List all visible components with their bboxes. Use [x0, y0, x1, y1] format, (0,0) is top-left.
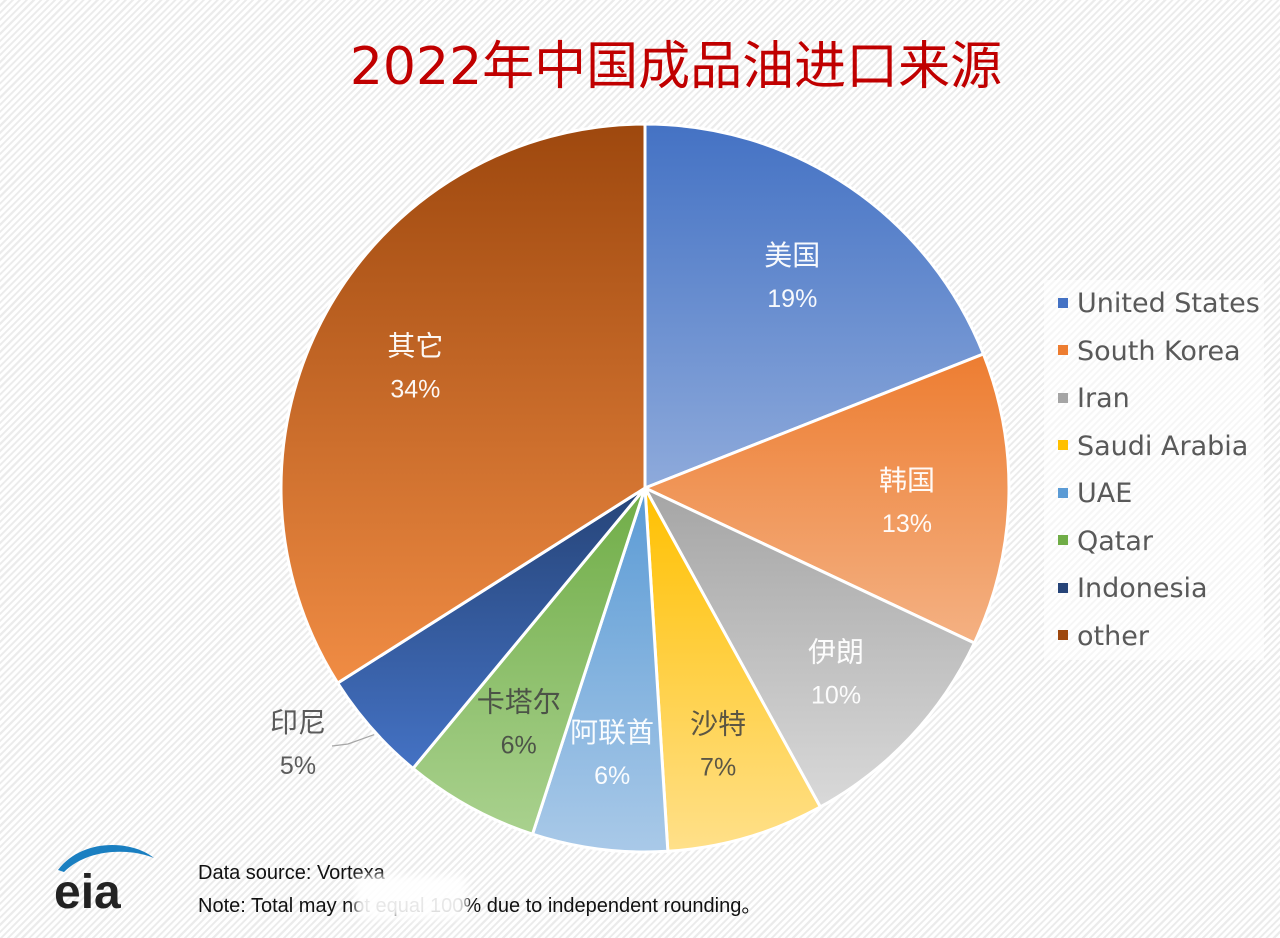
legend-swatch-indonesia	[1058, 582, 1068, 593]
data-source-note: Data source: Vortexa	[198, 862, 385, 884]
legend-item-saudi-arabia: Saudi Arabia	[1058, 427, 1248, 467]
slice-value-indonesia: 5%	[280, 752, 316, 780]
pie-slice-other	[279, 122, 647, 686]
watermark-smudge	[356, 876, 466, 918]
legend-swatch-united-states	[1058, 297, 1068, 308]
pie-slice-south-korea	[641, 352, 1011, 645]
legend-label-saudi-arabia: Saudi Arabia	[1077, 430, 1249, 462]
legend-swatch-south-korea	[1058, 345, 1068, 355]
slice-value-united-states: 19%	[767, 285, 817, 313]
legend-item-united-states: United States	[1058, 284, 1260, 324]
slice-value-other: 34%	[390, 376, 440, 404]
slice-label-qatar: 卡塔尔	[477, 686, 561, 719]
legend-label-united-states: United States	[1077, 288, 1260, 319]
slice-value-uae: 6%	[594, 762, 630, 790]
legend-label-south-korea: South Korea	[1077, 335, 1241, 367]
legend-label-indonesia: Indonesia	[1077, 573, 1208, 604]
pie-slice-iran	[641, 484, 977, 810]
slice-label-uae: 阿联酋	[570, 716, 654, 749]
legend-item-other: other	[1058, 617, 1149, 657]
slice-value-south-korea: 13%	[882, 510, 932, 538]
legend-swatch-saudi-arabia	[1058, 440, 1068, 450]
legend-item-uae: UAE	[1058, 474, 1132, 514]
rounding-note: Note: Total may not equal 100% due to in…	[198, 895, 762, 917]
slice-value-saudi-arabia: 7%	[700, 754, 736, 782]
legend-swatch-other	[1058, 630, 1068, 640]
legend-label-qatar: Qatar	[1077, 525, 1154, 557]
pie-slice-saudi-arabia	[643, 487, 823, 853]
eia-logo-text: eia	[54, 866, 121, 914]
eia-logo-swoosh	[58, 845, 154, 872]
legend-label-other: other	[1077, 620, 1149, 652]
chart-legend: United States South Korea Iran Saudi Arabia…	[1044, 280, 1264, 660]
pie-slice-uae	[530, 487, 670, 854]
legend-swatch-uae	[1058, 487, 1068, 498]
legend-swatch-qatar	[1058, 535, 1068, 545]
slice-label-saudi-arabia: 沙特	[690, 708, 746, 741]
legend-item-indonesia: Indonesia	[1058, 569, 1208, 609]
legend-label-iran: Iran	[1077, 383, 1130, 414]
leader-line-indonesia	[331, 734, 375, 747]
legend-item-qatar: Qatar	[1058, 522, 1153, 562]
chart-title: 2022年中国成品油进口来源	[349, 37, 1003, 97]
slice-label-iran: 伊朗	[808, 635, 864, 668]
slice-value-qatar: 6%	[501, 732, 537, 760]
slice-value-iran: 10%	[811, 681, 861, 709]
slice-label-south-korea: 韩国	[879, 464, 935, 497]
slice-label-other: 其它	[387, 330, 443, 363]
eia-logo: eia	[54, 845, 154, 914]
pie-slice-united-states	[643, 122, 986, 491]
slice-label-indonesia: 印尼	[270, 706, 326, 739]
legend-item-south-korea: South Korea	[1058, 332, 1241, 372]
pie-slice-qatar	[410, 487, 647, 837]
legend-swatch-iran	[1058, 392, 1068, 403]
slice-label-united-states: 美国	[764, 239, 820, 272]
legend-item-iran: Iran	[1058, 379, 1130, 419]
legend-label-uae: UAE	[1077, 478, 1133, 509]
